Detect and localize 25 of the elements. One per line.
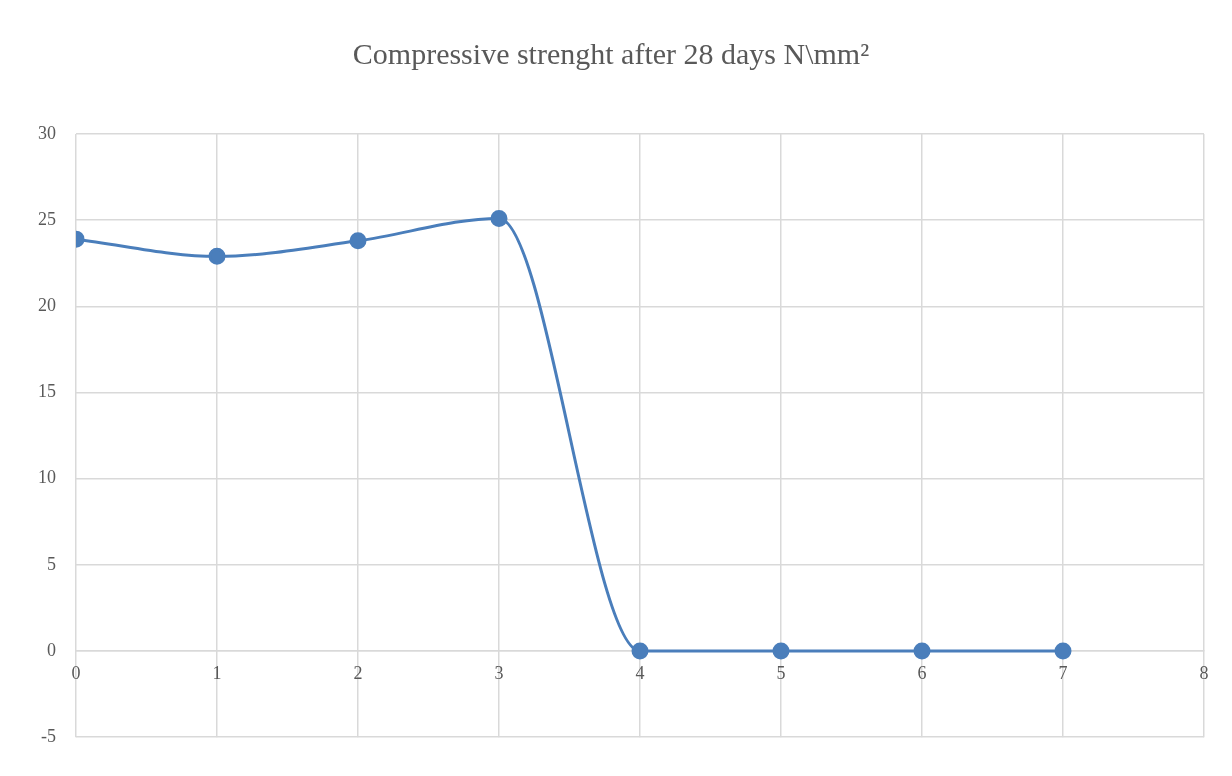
point <box>490 209 508 227</box>
x-tick-label: 4 <box>635 662 645 683</box>
chart-title: Compressive strenght after 28 days N\mm² <box>352 36 870 70</box>
x-tick-label: 7 <box>1058 662 1068 683</box>
point <box>349 232 367 250</box>
y-tick-label: 25 <box>38 208 56 229</box>
point <box>1054 642 1072 660</box>
y-tick-label: 30 <box>38 122 56 143</box>
y-tick-label: 5 <box>47 553 56 574</box>
x-tick-label: 3 <box>494 662 504 683</box>
x-tick-label: 0 <box>71 662 81 683</box>
x-tick-label: 1 <box>212 662 222 683</box>
y-tick-label: 0 <box>47 639 56 660</box>
y-tick-label: 15 <box>38 381 56 402</box>
x-tick-label: 6 <box>917 662 927 683</box>
y-tick-label: 10 <box>38 467 56 488</box>
x-tick-label: 5 <box>776 662 786 683</box>
x-tick-label: 2 <box>353 662 363 683</box>
y-tick-label: -5 <box>41 725 56 746</box>
point <box>208 247 226 265</box>
point <box>631 642 649 660</box>
point <box>913 642 931 660</box>
point <box>772 642 790 660</box>
x-tick-label: 8 <box>1199 662 1209 683</box>
y-tick-label: 20 <box>38 295 56 316</box>
